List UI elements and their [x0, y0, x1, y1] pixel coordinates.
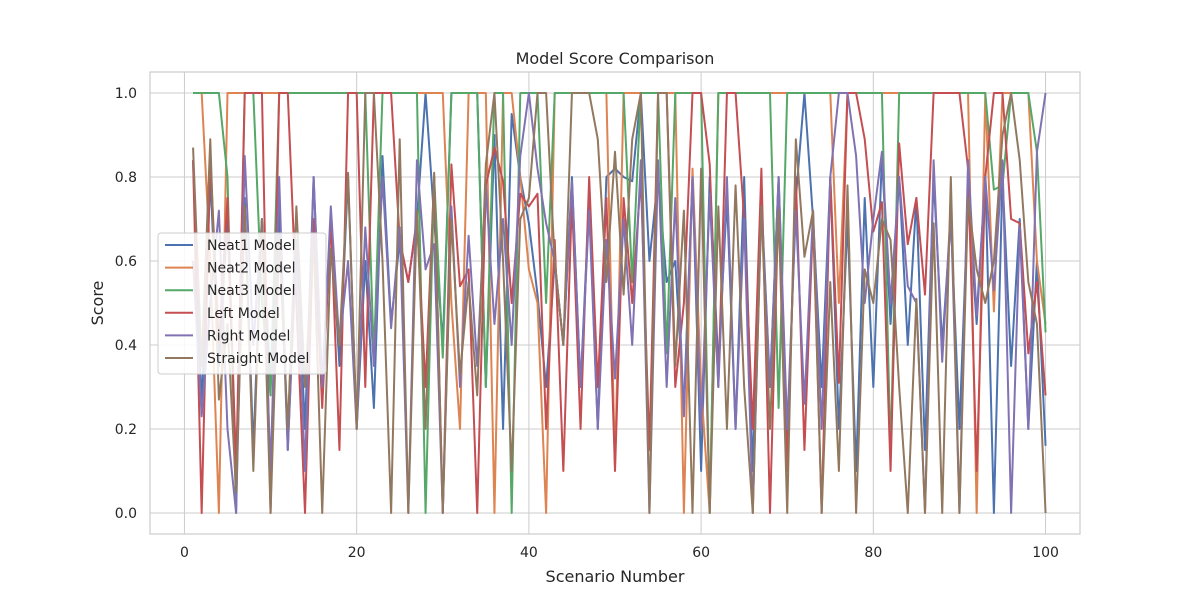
x-tick-label: 80	[864, 545, 882, 561]
legend-label-neat1-model: Neat1 Model	[207, 238, 296, 254]
x-axis-title: Scenario Number	[546, 567, 685, 586]
y-tick-label: 0.2	[115, 422, 137, 438]
legend-label-left-model: Left Model	[207, 306, 280, 322]
legend-box	[157, 232, 327, 375]
series-line-left-model	[192, 92, 1047, 514]
x-tick-label: 20	[348, 545, 366, 561]
legend-label-right-model: Right Model	[207, 328, 290, 344]
y-tick-label: 0.0	[115, 506, 137, 522]
x-tick-label: 0	[180, 545, 189, 561]
y-axis-title: Score	[88, 281, 107, 326]
y-tick-labels: 0.0 0.2 0.4 0.6 0.8 1.0	[115, 86, 137, 522]
legend-label-neat3-model: Neat3 Model	[207, 283, 296, 299]
x-tick-label: 100	[1032, 545, 1059, 561]
legend-label-straight-model: Straight Model	[207, 351, 309, 367]
y-tick-label: 0.4	[115, 338, 137, 354]
series-lines	[192, 92, 1047, 514]
x-tick-label: 60	[692, 545, 710, 561]
series-line-right-model	[192, 92, 1047, 514]
y-tick-label: 0.8	[115, 170, 137, 186]
x-tick-label: 40	[520, 545, 538, 561]
plot-frame	[149, 71, 1081, 535]
y-tick-label: 0.6	[115, 254, 137, 270]
y-tick-label: 1.0	[115, 86, 137, 102]
series-line-neat3-model	[193, 92, 1047, 514]
series-line-straight-model	[192, 92, 1047, 514]
legend-label-neat2-model: Neat2 Model	[207, 261, 296, 277]
legend: Neat1 Model Neat2 Model Neat3 Model Left Mo…	[157, 232, 327, 375]
chart-title: Model Score Comparison	[516, 49, 715, 68]
x-tick-labels: 0 20 40 60 80 100	[180, 545, 1059, 561]
